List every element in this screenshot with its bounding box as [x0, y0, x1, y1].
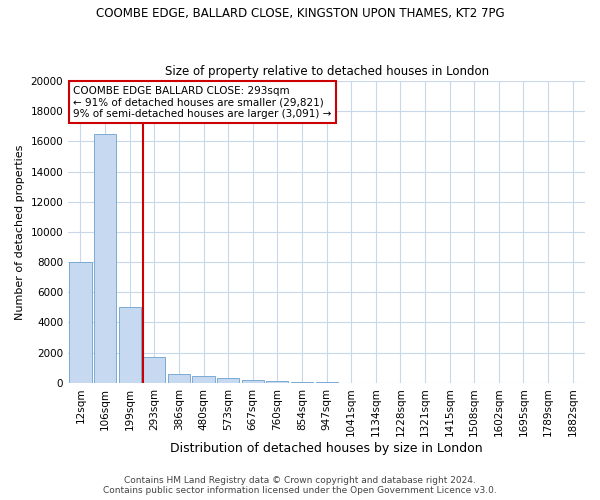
Bar: [143, 357, 166, 383]
Bar: [94, 134, 116, 383]
Title: Size of property relative to detached houses in London: Size of property relative to detached ho…: [164, 66, 488, 78]
Text: Contains HM Land Registry data © Crown copyright and database right 2024.
Contai: Contains HM Land Registry data © Crown c…: [103, 476, 497, 495]
Bar: [217, 378, 239, 383]
Bar: [266, 380, 289, 383]
Bar: [168, 374, 190, 383]
Bar: [193, 376, 215, 383]
Text: COOMBE EDGE BALLARD CLOSE: 293sqm
← 91% of detached houses are smaller (29,821)
: COOMBE EDGE BALLARD CLOSE: 293sqm ← 91% …: [73, 86, 332, 119]
Bar: [291, 382, 313, 383]
Bar: [242, 380, 264, 383]
Bar: [70, 262, 92, 383]
Text: COOMBE EDGE, BALLARD CLOSE, KINGSTON UPON THAMES, KT2 7PG: COOMBE EDGE, BALLARD CLOSE, KINGSTON UPO…: [95, 8, 505, 20]
Bar: [119, 308, 141, 383]
Y-axis label: Number of detached properties: Number of detached properties: [15, 144, 25, 320]
X-axis label: Distribution of detached houses by size in London: Distribution of detached houses by size …: [170, 442, 483, 455]
Bar: [316, 382, 338, 383]
